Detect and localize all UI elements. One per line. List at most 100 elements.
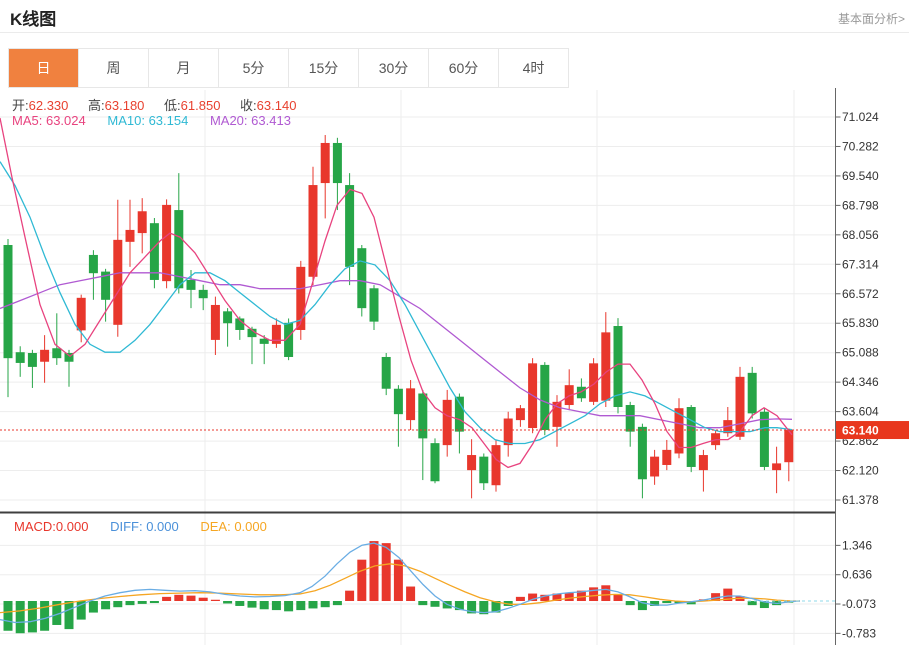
macd-bar [613,594,623,601]
candle-body [406,388,416,421]
macd-axis-label: -0.783 [842,626,876,640]
y-axis-label: 62.862 [842,434,879,448]
close-value: 63.140 [256,98,297,113]
fundamental-analysis-link[interactable]: 基本面分析> [837,12,905,26]
candle-body [369,288,379,322]
y-axis-label: 66.572 [842,287,879,301]
macd-bar [772,601,782,606]
candle-body [576,386,586,399]
ma10-line [0,161,793,445]
macd-bar [235,601,245,606]
macd-bar [503,601,513,606]
candle-body [320,142,330,184]
tab-月[interactable]: 月 [149,49,219,87]
macd-bar [296,601,306,611]
macd-bar [101,601,111,610]
tab-15分[interactable]: 15分 [289,49,359,87]
macd-axis-label: 0.636 [842,568,872,582]
candle-body [698,455,708,471]
tab-5分[interactable]: 5分 [219,49,289,87]
macd-bar [186,595,196,601]
candle-body [772,463,782,471]
candle-body [149,223,159,280]
candle-body [223,311,233,324]
tab-60分[interactable]: 60分 [429,49,499,87]
y-axis-label: 65.088 [842,346,879,360]
macd-axis-label: -0.073 [842,597,876,611]
candle-body [564,385,574,406]
tab-4时[interactable]: 4时 [522,60,545,76]
dea-line [0,563,800,614]
macd-bar [650,601,660,606]
candle-body [296,266,306,330]
period-tabbar: 日周月 5分 15分 30分 60分 4时 [8,48,569,88]
open-value: 62.330 [28,98,69,113]
macd-bar [223,601,233,604]
open-label: 开: [12,98,29,113]
candle-body [247,328,257,338]
y-axis-label: 64.346 [842,375,879,389]
macd-bar [430,601,440,607]
macd-bar [113,601,123,608]
macd-bar [247,601,257,608]
candle-body [27,353,37,367]
candle-body [662,449,672,465]
macd-info-row: MACD:0.000 DIFF: 0.000 DEA: 0.000 [14,519,285,534]
candle-body [686,407,696,467]
candle-body [332,142,342,184]
macd-bar [320,601,330,608]
macd-bar [137,601,147,604]
candle-body [540,364,550,431]
tab-日[interactable]: 日 [9,49,79,87]
y-axis-label: 62.120 [842,464,879,478]
candle-body [381,356,391,389]
candle-body [198,289,208,299]
diff-line [0,542,801,624]
ma20-value: 63.413 [251,113,291,128]
candle-body [101,271,111,300]
macd-bar [662,601,672,604]
ma5-line [0,117,793,469]
candle-body [637,426,647,480]
candle-body [113,239,123,325]
macd-bar [52,601,62,625]
candle-body [479,456,489,484]
macd-bar [528,593,538,601]
macd-bar [3,601,13,631]
macd-bar [711,593,721,601]
macd-bar [467,601,477,614]
candle-body [467,455,477,471]
ma5-value: 63.024 [45,113,86,128]
candle-body [454,396,464,432]
candle-body [418,393,428,439]
high-value: 63.180 [104,98,145,113]
y-axis-label: 67.314 [842,257,879,271]
macd-bar [210,599,220,601]
macd-bar [784,601,794,603]
candle-body [186,279,196,290]
candle-body [345,185,355,267]
ma10-label: MA10: [107,113,145,128]
low-value: 61.850 [180,98,221,113]
macd-bar [698,599,708,601]
candle-body [589,363,599,402]
y-axis-label: 61.378 [842,493,879,507]
macd-bar [674,601,684,604]
candle-body [625,405,635,432]
tab-周[interactable]: 周 [79,49,149,87]
macd-bar [418,601,428,606]
macd-bar [88,601,98,613]
macd-bar [271,601,281,611]
candle-body [552,401,562,427]
macd-bar [381,543,391,601]
macd-bar [637,601,647,611]
ma20-line [0,272,793,429]
candle-body [711,433,721,446]
tab-30分[interactable]: 30分 [359,49,429,87]
candle-body [735,376,745,437]
header-divider [0,32,909,33]
macd-bar [625,601,635,606]
candle-body [650,456,660,477]
candle-body [271,324,281,344]
y-axis-label: 70.282 [842,139,879,153]
